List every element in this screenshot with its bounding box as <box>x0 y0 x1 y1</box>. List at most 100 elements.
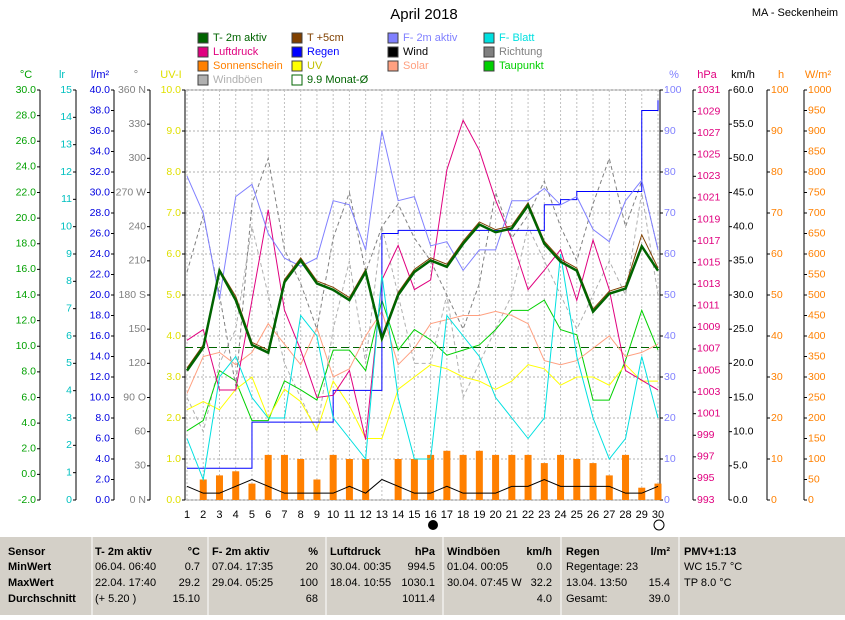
axis-title: °C <box>20 69 32 81</box>
y-tick-label: 60 <box>771 248 783 260</box>
y-tick-label: 22.0 <box>16 186 37 198</box>
y-tick-label: 10.0 <box>733 425 754 437</box>
x-tick-label: 27 <box>603 509 615 521</box>
y-tick-label: 30 <box>771 371 783 383</box>
y-tick-label: 90 O <box>123 391 146 403</box>
y-tick-label: 20 <box>771 412 783 424</box>
y-tick-label: 10 <box>664 453 676 465</box>
y-tick-label: 1013 <box>697 278 721 290</box>
table-cell: 994.5 <box>407 561 435 573</box>
y-tick-label: 1027 <box>697 127 721 139</box>
y-tick-label: 0 <box>771 494 777 506</box>
legend-swatch <box>483 32 495 44</box>
y-tick-label: 20.0 <box>90 289 111 301</box>
y-tick-label: 28.0 <box>16 109 37 121</box>
y-tick-label: 9.0 <box>166 125 181 137</box>
legend-swatch <box>197 32 209 44</box>
table-cell: 15.4 <box>649 577 670 589</box>
y-tick-label: 150 <box>128 323 146 335</box>
legend-swatch <box>197 46 209 58</box>
x-tick-label: 8 <box>298 509 304 521</box>
y-tick-label: 6.0 <box>21 391 36 403</box>
table-header: °C <box>188 546 200 558</box>
table-cell: 0.7 <box>185 561 200 573</box>
series-line <box>186 298 659 432</box>
y-tick-label: 36.0 <box>90 125 111 137</box>
legend-swatch <box>291 46 303 58</box>
y-tick-label: 1031 <box>697 84 721 96</box>
y-tick-label: 38.0 <box>90 104 111 116</box>
y-tick-label: 1.0 <box>166 453 181 465</box>
y-tick-label: 90 <box>664 125 676 137</box>
legend-label: F- Blatt <box>499 32 534 44</box>
x-tick-label: 29 <box>636 509 648 521</box>
table-cell: 30.04. 07:45 W <box>447 577 522 589</box>
x-tick-label: 26 <box>587 509 599 521</box>
x-tick-label: 9 <box>314 509 320 521</box>
y-tick-label: 2.0 <box>21 443 36 455</box>
y-tick-label: 1015 <box>697 256 721 268</box>
y-tick-label: 10.0 <box>90 391 111 403</box>
table-cell: 1011.4 <box>402 593 435 605</box>
y-tick-label: 400 <box>808 330 826 342</box>
y-tick-label: 1000 <box>808 84 832 96</box>
y-tick-label: 650 <box>808 227 826 239</box>
bar <box>492 454 500 500</box>
bar <box>557 454 565 500</box>
legend-swatch <box>387 60 399 72</box>
y-tick-label: 450 <box>808 309 826 321</box>
bar <box>459 454 467 500</box>
legend-swatch <box>291 32 303 44</box>
y-tick-label: 1017 <box>697 235 721 247</box>
y-tick-label: 40.0 <box>733 220 754 232</box>
bar <box>589 463 597 500</box>
y-tick-label: 150 <box>808 432 826 444</box>
x-tick-label: 1 <box>184 509 190 521</box>
y-tick-label: 180 S <box>119 289 146 301</box>
y-tick-label: 50 <box>664 289 676 301</box>
legend-swatch <box>387 46 399 58</box>
table-background <box>0 537 845 615</box>
y-tick-label: 40 <box>771 330 783 342</box>
y-tick-label: 16.0 <box>90 330 111 342</box>
table-cell: 0.0 <box>537 561 552 573</box>
legend-swatch <box>291 74 303 86</box>
y-tick-label: 4.0 <box>95 453 110 465</box>
table-cell: 4.0 <box>537 593 552 605</box>
bar <box>622 454 630 500</box>
legend-label: Luftdruck <box>213 46 259 58</box>
y-tick-label: 14.0 <box>16 289 37 301</box>
bar <box>573 459 581 500</box>
y-tick-label: 80 <box>771 166 783 178</box>
table-header: Luftdruck <box>330 546 382 558</box>
y-tick-label: 30 <box>134 460 146 472</box>
y-tick-label: 1019 <box>697 213 721 225</box>
y-tick-label: 1011 <box>697 300 720 312</box>
y-tick-label: 4.0 <box>166 330 181 342</box>
table-header: hPa <box>415 546 436 558</box>
y-tick-label: 12 <box>60 166 72 178</box>
table-cell: 18.04. 10:55 <box>330 577 391 589</box>
table-cell: 29.2 <box>179 577 200 589</box>
bar <box>443 450 451 500</box>
table-cell: 22.04. 17:40 <box>95 577 156 589</box>
x-tick-label: 21 <box>506 509 518 521</box>
y-tick-label: 0 N <box>130 494 146 506</box>
axis-title: UV-I <box>160 69 181 81</box>
y-tick-label: 999 <box>697 429 715 441</box>
chart-title: April 2018 <box>390 6 458 23</box>
y-tick-label: -2.0 <box>18 494 36 506</box>
y-tick-label: 26.0 <box>90 227 111 239</box>
y-tick-label: 2.0 <box>166 412 181 424</box>
legend-swatch <box>197 60 209 72</box>
legend-label: T- 2m aktiv <box>213 32 267 44</box>
table-cell: 39.0 <box>649 593 670 605</box>
x-tick-label: 16 <box>424 509 436 521</box>
x-tick-label: 30 <box>652 509 664 521</box>
legend-label: Solar <box>403 60 429 72</box>
y-tick-label: 1003 <box>697 386 721 398</box>
table-header: km/h <box>526 546 552 558</box>
y-tick-label: 2.0 <box>95 473 110 485</box>
legend-label: Richtung <box>499 46 542 58</box>
